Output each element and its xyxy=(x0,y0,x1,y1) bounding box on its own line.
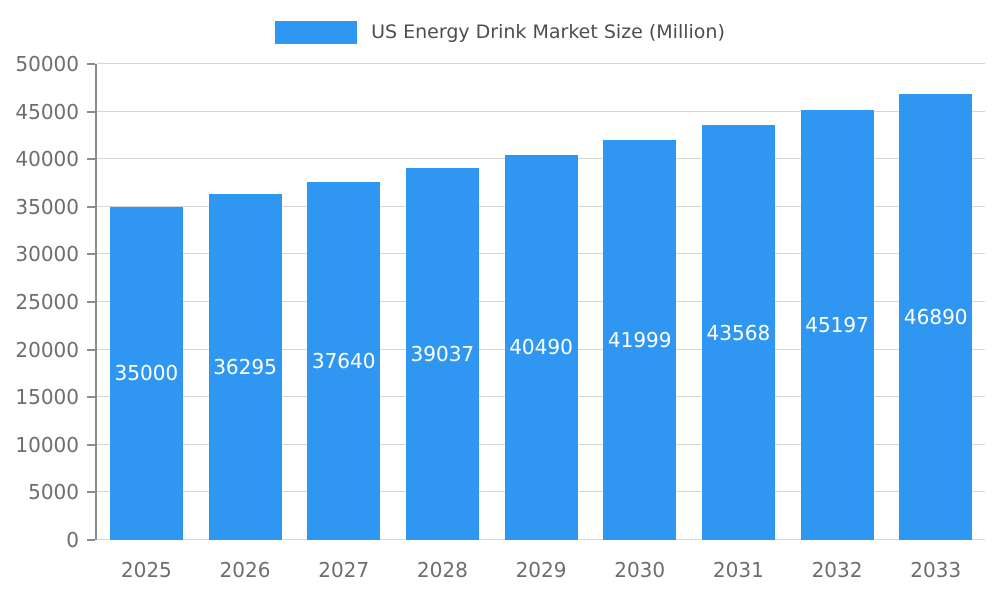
plot-region: 0 5000 10000 15000 20000 25000 30000 35000 40000… xyxy=(0,54,1000,550)
x-axis: 2025 2026 2027 2028 2029 2030 2031 2032 2033 xyxy=(0,540,1000,600)
y-tick-mark xyxy=(87,63,95,65)
bar-band: 40490 xyxy=(492,64,591,540)
bar-2033[interactable]: 46890 xyxy=(899,93,973,540)
bar-2031[interactable]: 43568 xyxy=(701,125,775,540)
bar-value-label: 41999 xyxy=(607,328,672,353)
bar-2029[interactable]: 40490 xyxy=(504,154,578,540)
y-tick-mark xyxy=(87,348,95,351)
bar-value-label: 45197 xyxy=(805,312,869,337)
bar-value-label: 35000 xyxy=(114,361,179,386)
x-tick-label: 2031 xyxy=(712,558,764,582)
y-tick-label: 0 xyxy=(66,528,79,552)
x-tick-label: 2026 xyxy=(219,558,271,582)
legend-swatch-icon xyxy=(275,20,358,44)
bar-value-label: 37640 xyxy=(311,348,376,373)
bar-band: 39037 xyxy=(393,64,492,540)
gridline xyxy=(97,63,985,64)
bar-2025[interactable]: 35000 xyxy=(109,206,183,540)
bars: 35000 36295 37640 39037 40490 41999 43568 45197… xyxy=(97,64,985,540)
y-tick-mark xyxy=(87,110,95,113)
bar-value-label: 39037 xyxy=(410,342,475,367)
x-tick-label: 2032 xyxy=(811,558,863,582)
x-tick-label: 2027 xyxy=(318,558,370,582)
x-tick-label: 2029 xyxy=(515,558,567,582)
x-tick-label: 2030 xyxy=(614,558,666,582)
y-tick-label: 25000 xyxy=(15,290,79,314)
bar-band: 43568 xyxy=(689,64,788,540)
bar-value-label: 36295 xyxy=(213,355,277,380)
bar-value-label: 40490 xyxy=(509,335,573,360)
bar-2026[interactable]: 36295 xyxy=(208,194,282,540)
plot-area: 35000 36295 37640 39037 40490 41999 43568 45197… xyxy=(95,63,985,540)
bar-band: 35000 xyxy=(97,64,196,540)
y-tick-label: 15000 xyxy=(15,385,79,410)
x-tick-label: 2033 xyxy=(910,558,962,582)
bar-value-label: 46890 xyxy=(903,304,968,329)
y-tick-label: 50000 xyxy=(15,52,79,76)
y-tick-label: 30000 xyxy=(15,242,79,267)
y-tick-mark xyxy=(87,205,95,208)
bar-band: 37640 xyxy=(294,64,393,540)
bar-band: 45197 xyxy=(788,64,887,540)
legend-label: US Energy Drink Market Size (Million) xyxy=(371,21,725,43)
bar-band: 41999 xyxy=(590,64,689,540)
y-tick-label: 40000 xyxy=(15,147,79,172)
y-tick-mark xyxy=(87,443,95,446)
y-tick-label: 5000 xyxy=(28,480,79,505)
y-tick-mark xyxy=(87,158,95,161)
y-tick-mark xyxy=(87,253,95,256)
bar-value-label: 43568 xyxy=(706,320,771,345)
y-tick-mark xyxy=(87,539,95,541)
gridline xyxy=(97,110,985,112)
chart-legend[interactable]: US Energy Drink Market Size (Million) xyxy=(0,0,1000,64)
y-tick-mark xyxy=(87,396,95,399)
y-axis: 0 5000 10000 15000 20000 25000 30000 35000 40000… xyxy=(0,54,95,550)
bar-band: 46890 xyxy=(886,64,985,540)
bar-band: 36295 xyxy=(196,64,295,540)
x-tick-label: 2025 xyxy=(120,558,172,582)
bar-2027[interactable]: 37640 xyxy=(307,181,381,540)
y-tick-mark xyxy=(87,301,95,303)
y-tick-mark xyxy=(87,491,95,494)
y-tick-label: 20000 xyxy=(15,337,79,362)
y-tick-label: 35000 xyxy=(15,194,79,219)
y-tick-label: 45000 xyxy=(15,99,79,124)
x-tick-label: 2028 xyxy=(416,558,468,582)
bar-2028[interactable]: 39037 xyxy=(405,168,479,540)
bar-2032[interactable]: 45197 xyxy=(800,109,874,540)
y-tick-label: 10000 xyxy=(15,432,79,457)
bar-2030[interactable]: 41999 xyxy=(603,140,677,540)
